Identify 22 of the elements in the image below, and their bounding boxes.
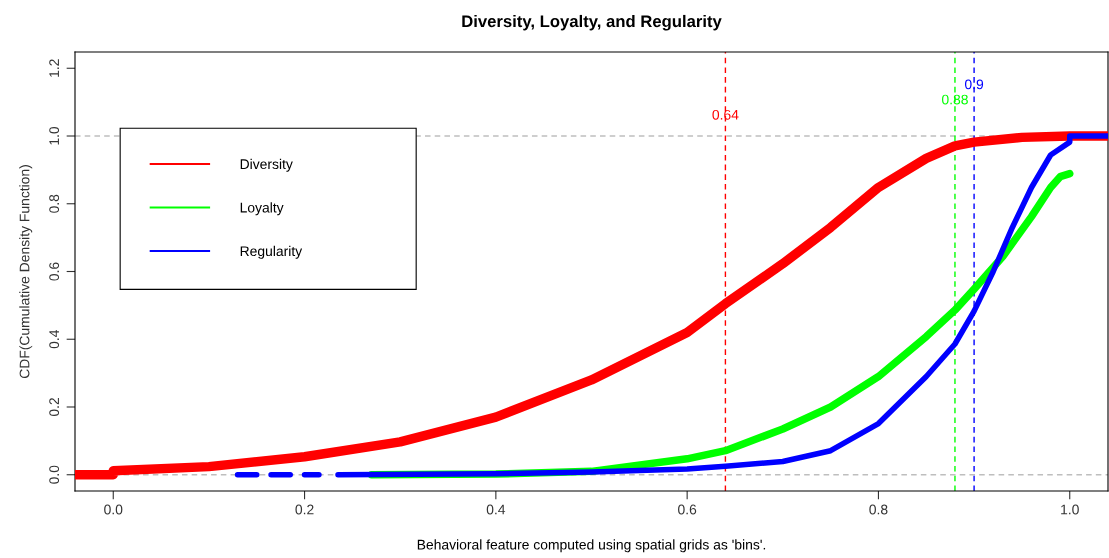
legend-label: Regularity	[240, 245, 303, 259]
y-tick-label: 0.8	[49, 194, 60, 213]
x-tick-label: 0.6	[678, 504, 697, 515]
legend-label: Loyalty	[240, 202, 284, 216]
y-tick-label: 0.4	[49, 330, 60, 349]
y-tick-label: 1.2	[49, 59, 59, 77]
x-axis-title: Behavioral feature computed using spatial grids as 'bins'.	[417, 539, 766, 553]
y-tick-label: 0.6	[49, 262, 60, 281]
chart-title: Diversity, Loyalty, and Regularity	[462, 14, 722, 31]
y-tick-label: 1.0	[49, 126, 60, 145]
ref-line-label: 0.9	[964, 79, 984, 90]
ref-line-label: 0.88	[941, 94, 968, 105]
ref-line-label: 0.64	[712, 109, 739, 120]
y-axis-title: CDF(Cumulative Density Function)	[19, 165, 33, 379]
legend-label: Diversity	[240, 158, 293, 172]
x-tick-label: 0.0	[104, 504, 123, 515]
y-tick-label: 0.0	[49, 465, 60, 484]
y-tick-label: 0.2	[49, 398, 60, 417]
x-tick-label: 0.4	[486, 504, 506, 515]
x-tick-label: 1.0	[1061, 504, 1079, 515]
x-tick-label: 0.2	[295, 504, 314, 515]
x-tick-label: 0.8	[869, 504, 888, 515]
